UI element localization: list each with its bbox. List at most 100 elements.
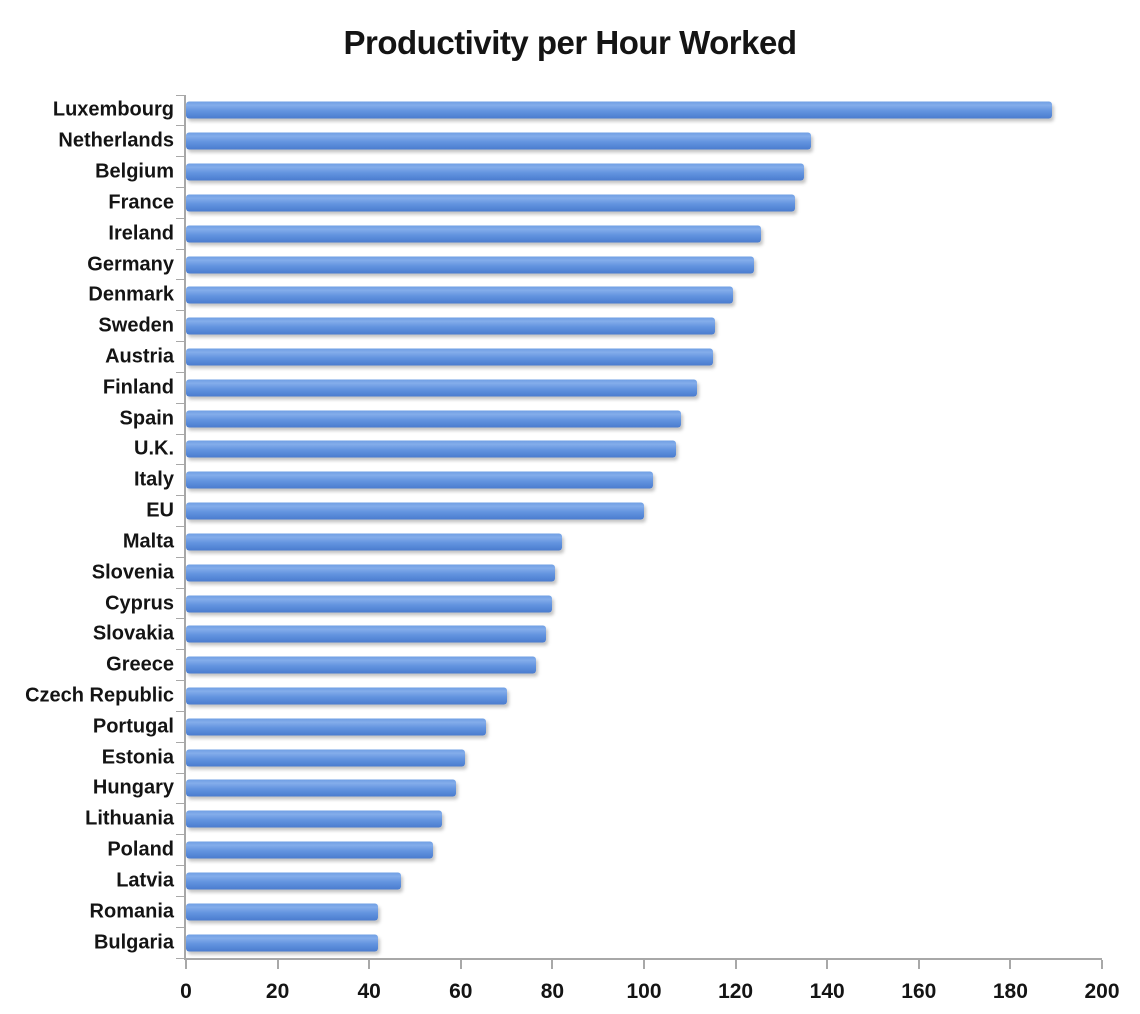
y-axis-tick [176, 495, 185, 497]
data-bar [186, 194, 796, 212]
chart-row: Denmark [88, 280, 1102, 311]
category-label: Germany [87, 253, 174, 275]
y-axis-tick [176, 957, 185, 959]
x-axis-tick-label: 140 [809, 980, 845, 1003]
category-label: Luxembourg [52, 98, 174, 121]
chart-row: Slovenia [92, 557, 1102, 588]
chart-row: Finland [103, 372, 1102, 403]
data-bar [186, 749, 466, 767]
chart-row: Luxembourg [53, 95, 1102, 126]
category-label: Austria [105, 345, 174, 368]
category-label: France [108, 191, 174, 214]
category-label: Denmark [88, 283, 174, 306]
category-label: Lithuania [85, 807, 174, 830]
category-label: Malta [122, 530, 174, 553]
data-bar [186, 872, 402, 890]
data-bar [186, 779, 457, 797]
category-label: Estonia [101, 746, 174, 769]
x-axis-tick [368, 960, 371, 969]
data-bar [186, 533, 562, 551]
chart-row: Czech Republic [25, 681, 1102, 712]
category-label: Belgium [95, 160, 174, 183]
y-axis-tick [176, 834, 185, 836]
data-bar [186, 687, 507, 705]
category-label: Slovenia [91, 561, 174, 584]
chart-row: France [108, 187, 1102, 218]
data-bar [186, 286, 734, 304]
data-bar [186, 317, 715, 335]
y-axis-tick [176, 94, 185, 96]
category-label: Czech Republic [25, 684, 174, 707]
x-axis-tick [276, 960, 279, 969]
y-axis-tick [176, 464, 185, 466]
y-axis-tick [176, 279, 185, 281]
y-axis-tick [176, 741, 185, 743]
category-label: Ireland [108, 222, 174, 245]
chart-title: Productivity per Hour Worked [343, 24, 797, 61]
category-label: Portugal [92, 715, 174, 738]
x-axis-tick [826, 960, 829, 969]
category-label: Greece [106, 653, 174, 676]
category-label: Finland [102, 376, 174, 399]
category-label: Hungary [92, 776, 174, 799]
chart-row: Germany [87, 249, 1102, 280]
data-bar [186, 163, 805, 181]
category-label: Italy [133, 468, 174, 491]
data-bar [186, 101, 1052, 119]
data-bar [186, 564, 555, 582]
data-bar [186, 502, 644, 520]
x-axis-tick [917, 960, 920, 969]
chart-row: Austria [105, 342, 1102, 373]
category-label: Poland [107, 838, 174, 861]
y-axis-tick [176, 556, 185, 558]
x-axis-tick [1101, 960, 1103, 969]
category-label: EU [146, 499, 174, 522]
x-axis-tick-label: 60 [449, 980, 473, 1003]
x-axis-tick-label: 0 [180, 980, 192, 1003]
y-axis-tick [176, 710, 185, 712]
x-axis-tick [551, 960, 554, 969]
chart-row: Ireland [108, 218, 1102, 249]
data-bar [186, 595, 553, 613]
data-bar [186, 256, 754, 273]
y-axis-tick [176, 649, 185, 651]
plot-area: Luxembourg Netherlands Belgium France Irelan… [25, 94, 1120, 1003]
chart-row: Belgium [95, 157, 1102, 188]
x-axis-tick [734, 960, 737, 969]
data-bar [186, 471, 654, 489]
y-axis-tick [176, 926, 185, 928]
category-label: Romania [89, 900, 174, 923]
chart-row: Netherlands [58, 126, 1102, 157]
data-bar [186, 903, 379, 921]
data-bar [186, 841, 434, 859]
y-axis-tick [176, 865, 185, 867]
y-axis-tick [176, 248, 185, 250]
category-label: Bulgaria [93, 931, 174, 954]
y-axis-tick [176, 186, 185, 188]
x-axis-tick-label: 120 [718, 980, 754, 1003]
chart-row: U.K. [134, 434, 1102, 465]
chart-row: Spain [120, 403, 1102, 434]
chart-row: Romania [90, 896, 1102, 927]
y-axis-tick [176, 341, 185, 343]
chart-row: Sweden [98, 311, 1102, 342]
y-axis-tick [176, 125, 185, 127]
x-axis-tick [185, 960, 187, 969]
y-axis-tick [176, 217, 185, 219]
x-axis-tick-label: 40 [357, 980, 381, 1003]
y-axis-tick [176, 310, 185, 312]
x-axis-tick [1009, 960, 1012, 969]
data-bar [186, 410, 681, 428]
category-label: Slovakia [92, 622, 174, 645]
x-axis-tick [643, 960, 645, 969]
data-bar [186, 810, 443, 828]
data-bar [186, 440, 677, 458]
x-axis-tick-label: 200 [1084, 980, 1120, 1003]
chart-row: EU [146, 496, 1102, 527]
chart-row: Italy [134, 465, 1102, 496]
x-axis-tick-label: 100 [626, 980, 662, 1003]
chart-row: Lithuania [85, 804, 1102, 835]
y-axis-tick [176, 803, 185, 805]
x-axis-tick-label: 80 [540, 980, 565, 1003]
